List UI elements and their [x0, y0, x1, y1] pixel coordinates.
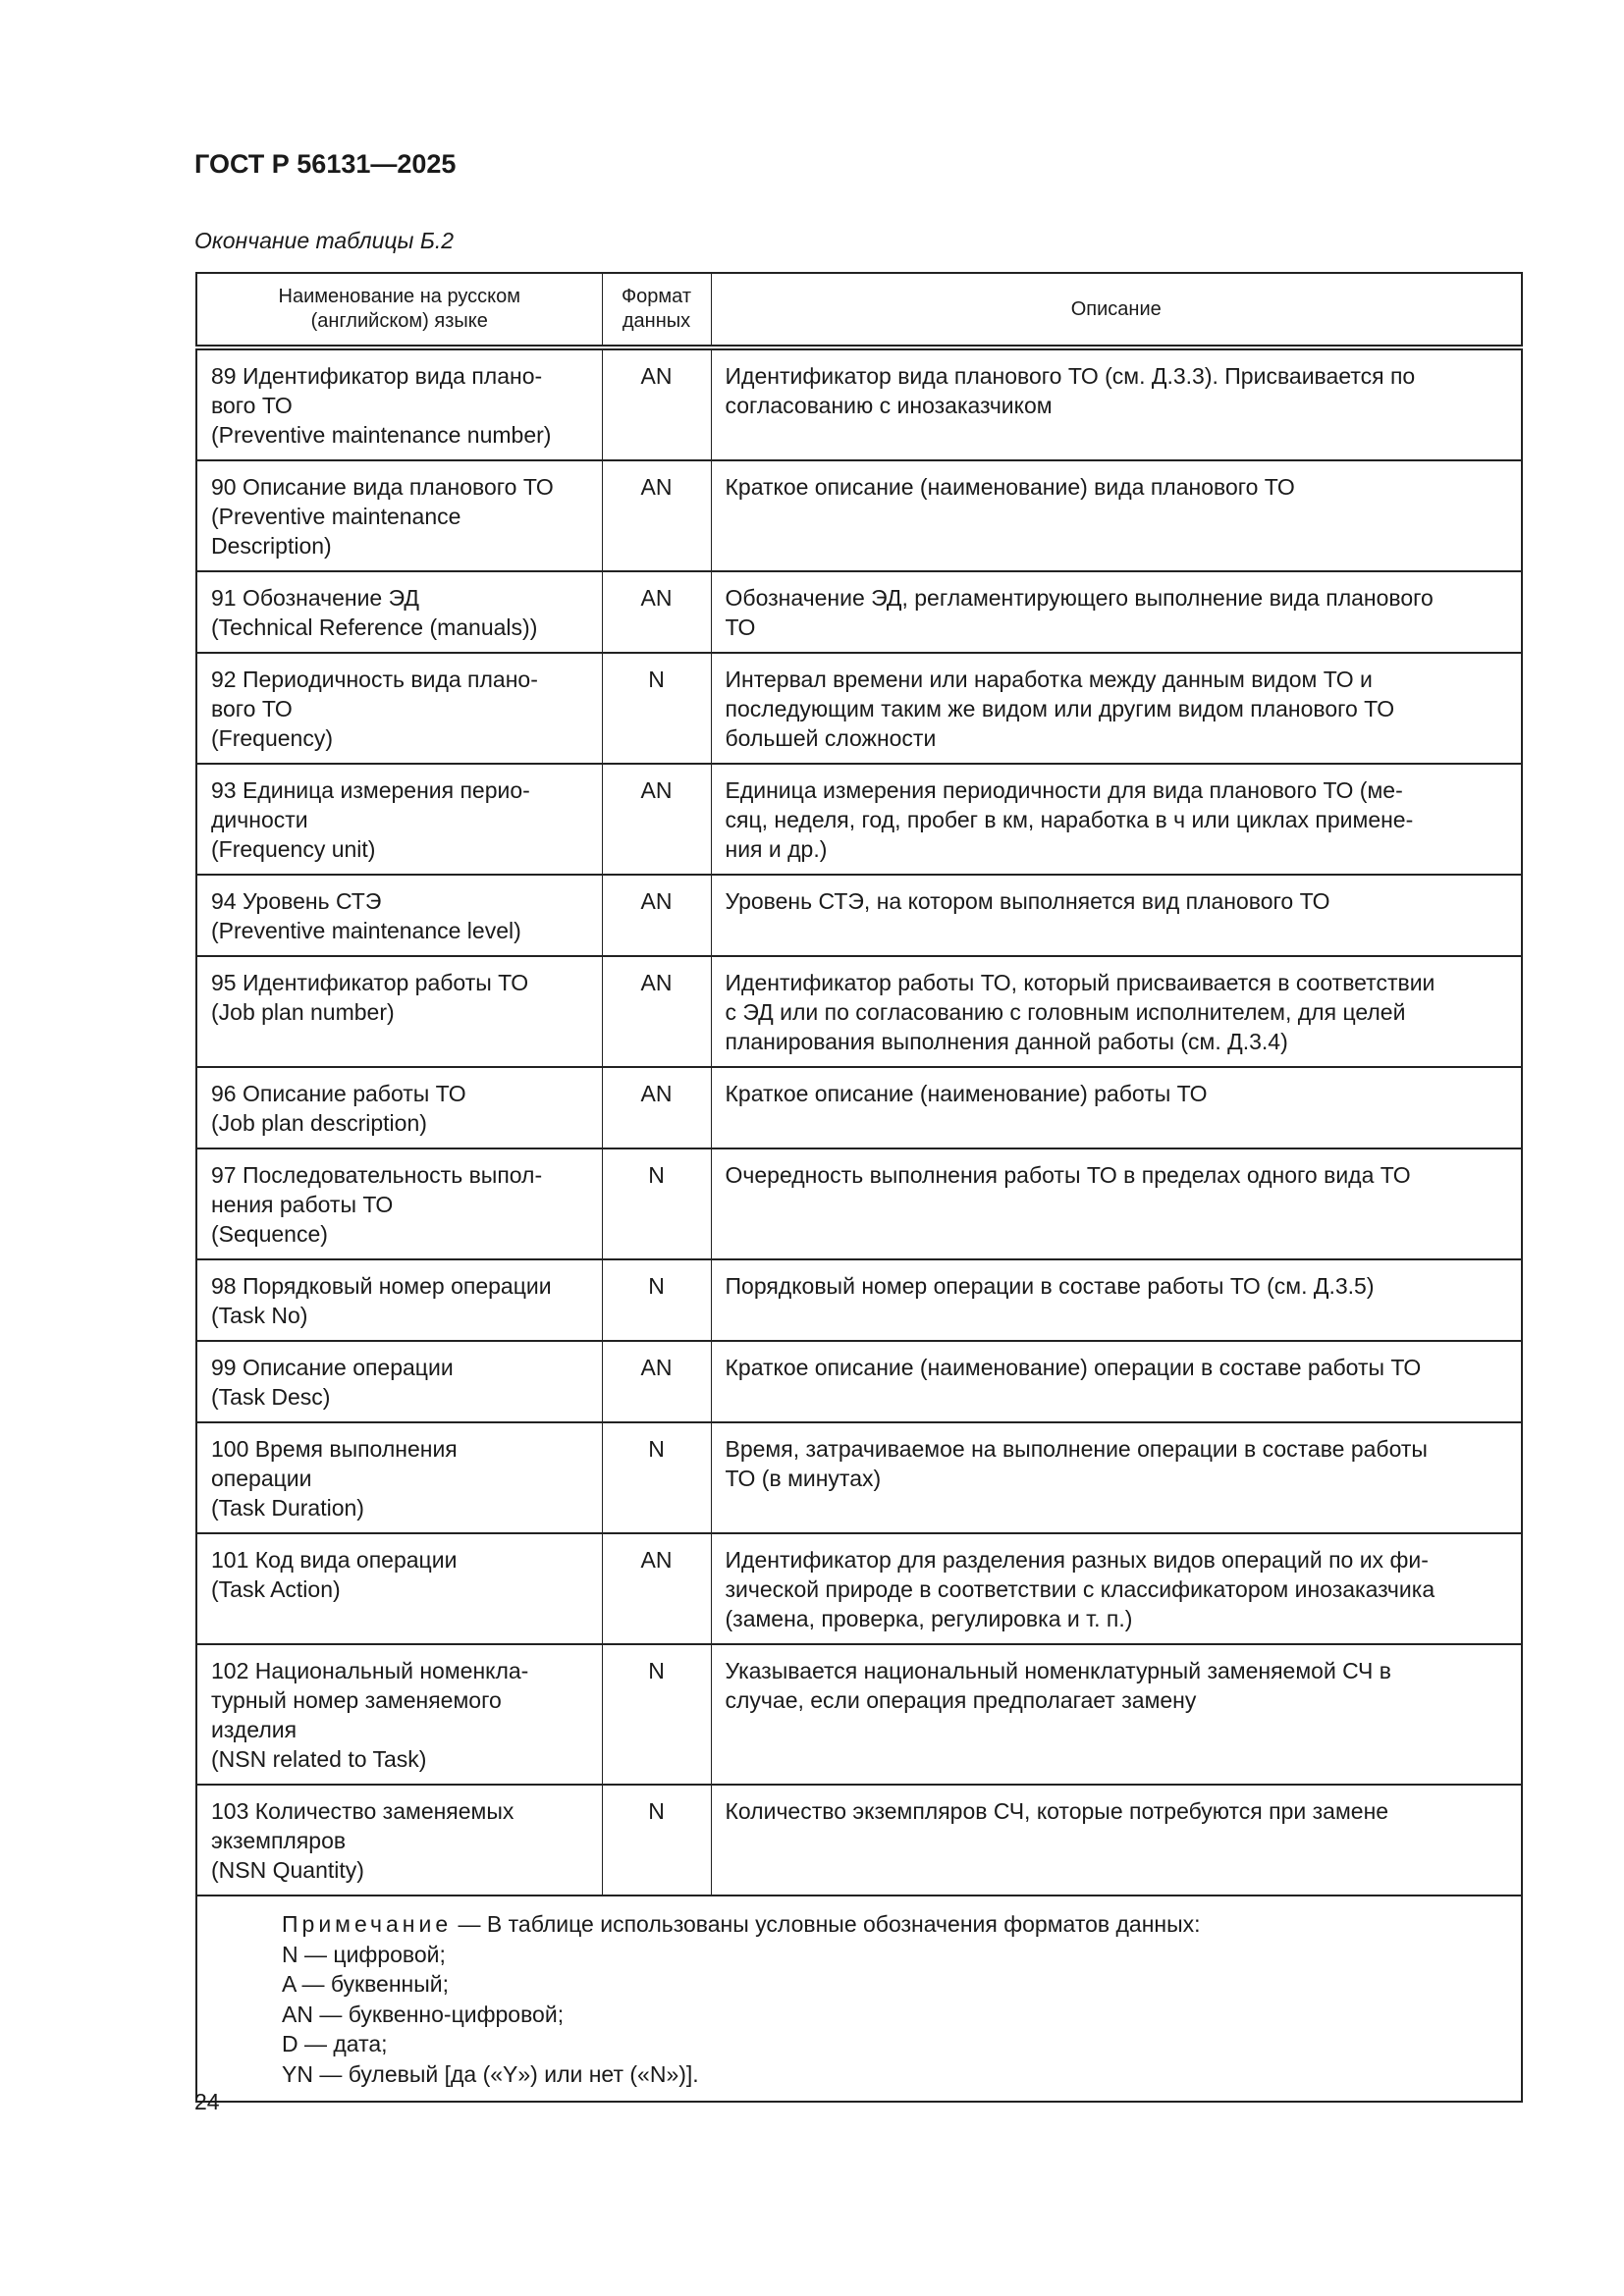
page-number: 24: [194, 2089, 220, 2114]
row-description-cell: Краткое описание (наименование) работы Т…: [710, 1066, 1523, 1149]
table-row: 97 Последовательность выпол- нения работ…: [195, 1148, 1523, 1260]
row-name-cell: 92 Периодичность вида плано- вого ТО (Fr…: [195, 652, 603, 765]
table-row: 93 Единица измерения перио- дичности (Fr…: [195, 763, 1523, 876]
row-description-cell: Идентификатор для разделения разных видо…: [710, 1532, 1523, 1645]
row-name-cell: 96 Описание работы ТО (Job plan descript…: [195, 1066, 603, 1149]
column-header-name: Наименование на русском (английском) язы…: [195, 272, 603, 348]
row-name-cell: 91 Обозначение ЭД (Technical Reference (…: [195, 570, 603, 654]
row-name-cell: 102 Национальный номенкла- турный номер …: [195, 1643, 603, 1786]
table-row: 92 Периодичность вида плано- вого ТО (Fr…: [195, 652, 1523, 765]
row-description-cell: Краткое описание (наименование) вида пла…: [710, 459, 1523, 572]
table-row: 100 Время выполнения операции (Task Dura…: [195, 1421, 1523, 1534]
row-format-cell: AN: [601, 459, 712, 572]
row-description-cell: Интервал времени или наработка между дан…: [710, 652, 1523, 765]
table-row: 95 Идентификатор работы ТО (Job plan num…: [195, 955, 1523, 1068]
column-header-description: Описание: [710, 272, 1523, 348]
row-name-cell: 95 Идентификатор работы ТО (Job plan num…: [195, 955, 603, 1068]
note-item: A — буквенный;: [282, 1971, 450, 1997]
note-item: D — дата;: [282, 2031, 388, 2056]
note-item: AN — буквенно-цифровой;: [282, 2001, 565, 2027]
row-name-cell: 93 Единица измерения перио- дичности (Fr…: [195, 763, 603, 876]
row-format-cell: AN: [601, 1532, 712, 1645]
table-row: 98 Порядковый номер операции (Task No) N П…: [195, 1258, 1523, 1342]
document-id: ГОСТ Р 56131—2025: [194, 149, 457, 179]
row-format-cell: AN: [601, 1340, 712, 1423]
column-header-format: Формат данных: [601, 272, 712, 348]
row-format-cell: AN: [601, 570, 712, 654]
table-row: 102 Национальный номенкла- турный номер …: [195, 1643, 1523, 1786]
row-name-cell: 94 Уровень СТЭ (Preventive maintenance l…: [195, 874, 603, 957]
note-item: YN — булевый [да («Y») или нет («N»)].: [282, 2060, 699, 2087]
row-description-cell: Очередность выполнения работы ТО в преде…: [710, 1148, 1523, 1260]
note-intro: — В таблице использованы условные обозна…: [452, 1911, 1201, 1937]
row-description-cell: Единица измерения периодичности для вида…: [710, 763, 1523, 876]
note-label: Примечание: [282, 1911, 453, 1937]
table-row: 96 Описание работы ТО (Job plan descript…: [195, 1066, 1523, 1149]
row-format-cell: AN: [601, 874, 712, 957]
row-format-cell: N: [601, 1421, 712, 1534]
row-format-cell: N: [601, 1148, 712, 1260]
row-description-cell: Идентификатор работы ТО, который присваи…: [710, 955, 1523, 1068]
row-description-cell: Порядковый номер операции в составе рабо…: [710, 1258, 1523, 1342]
table-note: Примечание — В таблице использованы усло…: [195, 1895, 1523, 2103]
table-header-row: Наименование на русском (английском) язы…: [195, 272, 1523, 348]
table-row: 94 Уровень СТЭ (Preventive maintenance l…: [195, 874, 1523, 957]
row-name-cell: 103 Количество заменяемых экземпляров (N…: [195, 1784, 603, 1896]
table-caption: Окончание таблицы Б.2: [194, 228, 455, 253]
row-format-cell: AN: [601, 955, 712, 1068]
row-format-cell: N: [601, 1258, 712, 1342]
row-description-cell: Время, затрачиваемое на выполнение опера…: [710, 1421, 1523, 1534]
row-format-cell: AN: [601, 347, 712, 461]
table-row: 101 Код вида операции (Task Action) AN Иде…: [195, 1532, 1523, 1645]
row-name-cell: 99 Описание операции (Task Desc): [195, 1340, 603, 1423]
row-name-cell: 89 Идентификатор вида плано- вого ТО (Pr…: [195, 347, 603, 461]
row-description-cell: Обозначение ЭД, регламентирующего выполн…: [710, 570, 1523, 654]
row-name-cell: 98 Порядковый номер операции (Task No): [195, 1258, 603, 1342]
row-name-cell: 97 Последовательность выпол- нения работ…: [195, 1148, 603, 1260]
row-name-cell: 90 Описание вида планового ТО (Preventiv…: [195, 459, 603, 572]
row-name-cell: 101 Код вида операции (Task Action): [195, 1532, 603, 1645]
data-format-table: Наименование на русском (английском) язы…: [195, 272, 1523, 2103]
row-format-cell: AN: [601, 1066, 712, 1149]
row-description-cell: Идентификатор вида планового ТО (см. Д.3…: [710, 347, 1523, 461]
row-description-cell: Уровень СТЭ, на котором выполняется вид …: [710, 874, 1523, 957]
table-row: 99 Описание операции (Task Desc) AN Кратко…: [195, 1340, 1523, 1423]
row-format-cell: N: [601, 652, 712, 765]
table-row: 90 Описание вида планового ТО (Preventiv…: [195, 459, 1523, 572]
row-description-cell: Краткое описание (наименование) операции…: [710, 1340, 1523, 1423]
table-row: 103 Количество заменяемых экземпляров (N…: [195, 1784, 1523, 1896]
row-description-cell: Количество экземпляров СЧ, которые потре…: [710, 1784, 1523, 1896]
table-note-row: Примечание — В таблице использованы усло…: [195, 1895, 1523, 2103]
note-item: N — цифровой;: [282, 1941, 446, 1967]
row-description-cell: Указывается национальный номенклатурный …: [710, 1643, 1523, 1786]
table-row: 91 Обозначение ЭД (Technical Reference (…: [195, 570, 1523, 654]
table-row: 89 Идентификатор вида плано- вого ТО (Pr…: [195, 347, 1523, 461]
row-name-cell: 100 Время выполнения операции (Task Dura…: [195, 1421, 603, 1534]
row-format-cell: N: [601, 1784, 712, 1896]
row-format-cell: AN: [601, 763, 712, 876]
row-format-cell: N: [601, 1643, 712, 1786]
